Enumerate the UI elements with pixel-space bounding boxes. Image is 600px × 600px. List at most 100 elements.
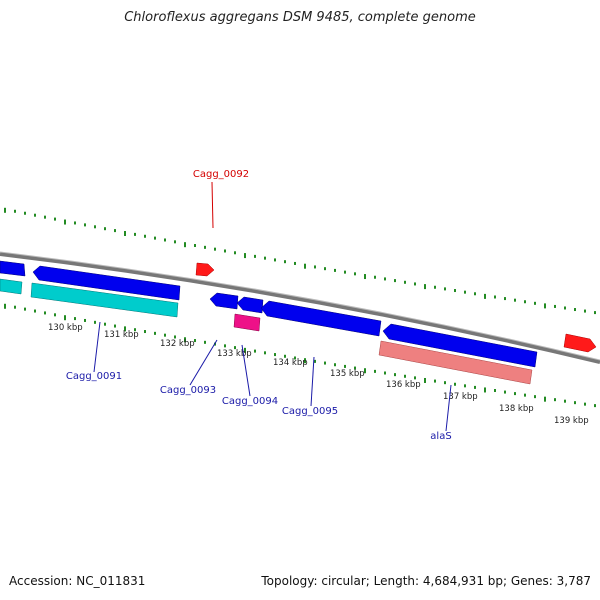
gene-cagg-0094-cds[interactable] [236,296,264,314]
gene-cagg-0095[interactable] [260,300,382,337]
gene-cagg-0092[interactable] [195,262,215,277]
inner-tick-mark [494,389,496,393]
outer-tick-mark [404,280,406,284]
gene-cagg-0093[interactable] [209,292,239,310]
outer-tick-mark [184,242,186,248]
outer-tick-mark [24,211,26,215]
outer-tick-track [4,207,596,315]
outer-tick-mark [94,225,96,229]
inner-tick-mark [194,339,196,343]
outer-tick-mark [264,256,266,260]
genome-info-label: Topology: circular; Length: 4,684,931 bp… [261,574,591,588]
outer-tick-mark [114,229,116,233]
feature-alas[interactable] [378,340,533,385]
inner-tick-mark [174,335,176,339]
inner-tick-mark [124,326,126,332]
outer-tick-mark [384,277,386,281]
gene-label[interactable]: Cagg_0091 [66,371,122,382]
inner-tick-mark [324,361,326,365]
callout-line [241,344,251,397]
inner-tick-mark [244,347,246,353]
inner-tick-mark [254,349,256,353]
kbp-tick-label: 130 kbp [48,323,83,333]
inner-tick-mark [414,376,416,380]
inner-tick-mark [334,363,336,367]
outer-tick-mark [514,298,516,302]
feature-cagg-0091[interactable] [30,282,179,318]
outer-tick-mark [144,234,146,238]
gene-label[interactable]: Cagg_0093 [160,385,216,396]
inner-tick-mark [204,340,206,344]
outer-tick-mark [394,279,396,283]
inner-tick-mark [164,333,166,337]
outer-tick-mark [224,249,226,253]
outer-tick-mark [104,227,106,231]
inner-tick-mark [384,371,386,375]
kbp-tick-label: 135 kbp [330,369,365,379]
outer-tick-mark [534,301,536,305]
inner-tick-mark [34,309,36,313]
callout-line [310,356,315,407]
outer-tick-mark [504,297,506,301]
callout-line [445,384,452,432]
kbp-tick-label: 132 kbp [160,339,195,349]
gene-label[interactable]: Cagg_0092 [193,169,249,180]
outer-tick-mark [294,261,296,265]
gene-label[interactable]: Cagg_0094 [222,396,278,407]
gene-callouts: Cagg_0092 Cagg_0091 Cagg_0093 Cagg_0094 Cagg… [66,169,452,442]
inner-tick-mark [534,395,536,399]
inner-tick-mark [224,344,226,348]
feature-cagg-0094[interactable] [233,313,261,332]
callout-line [211,181,214,229]
inner-tick-mark [464,384,466,388]
outer-tick-mark [334,268,336,272]
gene-label[interactable]: Cagg_0095 [282,406,338,417]
inner-tick-mark [424,377,426,383]
inner-tick-mark [514,392,516,396]
outer-tick-mark [444,287,446,291]
outer-tick-mark [484,293,486,299]
outer-tick-mark [344,270,346,274]
callout-line [189,339,218,386]
inner-tick-mark [184,337,186,343]
inner-tick-mark [584,402,586,406]
outer-tick-mark [524,300,526,304]
outer-tick-mark [74,221,76,225]
outer-tick-mark [494,295,496,299]
inner-tick-mark [44,311,46,315]
gene-label[interactable]: alaS [430,431,451,442]
inner-tick-mark [404,374,406,378]
outer-tick-mark [434,285,436,289]
outer-tick-mark [374,275,376,279]
callout-line [93,321,101,373]
kbp-tick-label: 133 kbp [217,349,252,359]
kbp-tick-label: 136 kbp [386,380,421,390]
inner-tick-mark [454,382,456,386]
inner-tick-mark [434,379,436,383]
inner-tick-mark [24,307,26,311]
gene-right-red[interactable] [563,333,597,353]
kbp-tick-label: 138 kbp [499,404,534,414]
inner-tick-mark [574,401,576,405]
outer-tick-mark [4,207,6,213]
inner-tick-mark [564,399,566,403]
feature-cyan-left[interactable] [0,278,23,295]
accession-label: Accession: NC_011831 [9,574,146,588]
gene-cagg-0091-cds[interactable] [32,265,181,301]
gene-left-blue[interactable] [0,260,26,277]
outer-tick-mark [424,284,426,290]
outer-tick-mark [314,265,316,269]
outer-tick-mark [214,247,216,251]
inner-tick-mark [484,387,486,393]
outer-tick-mark [164,238,166,242]
kbp-tick-label: 131 kbp [104,330,139,340]
inner-tick-mark [394,373,396,377]
inner-tick-mark [354,366,356,370]
kbp-tick-label: 134 kbp [273,358,308,368]
gene-alas-cds[interactable] [382,323,538,368]
inner-tick-mark [74,317,76,321]
inner-tick-mark [504,390,506,394]
outer-tick-mark [574,308,576,312]
inner-tick-mark [554,398,556,402]
outer-tick-mark [84,223,86,227]
